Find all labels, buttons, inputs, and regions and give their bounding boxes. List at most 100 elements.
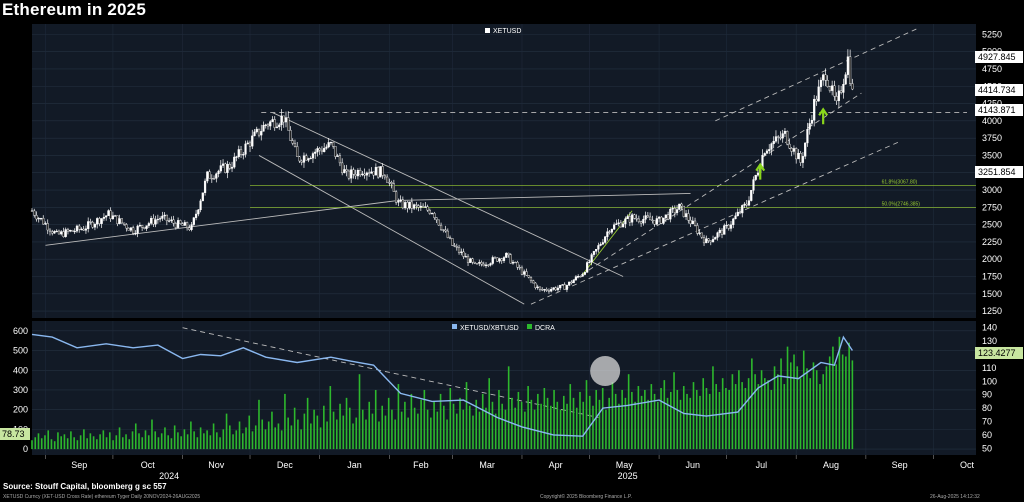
descending-channel-upper xyxy=(272,112,624,277)
candle-body xyxy=(82,228,85,231)
volume-bar xyxy=(747,378,750,450)
month-label: Oct xyxy=(960,460,975,470)
candle-body xyxy=(69,230,72,232)
volume-bar xyxy=(378,421,380,450)
candle-body xyxy=(147,223,150,226)
ratio-tick-label: 90 xyxy=(982,390,992,400)
candle-body xyxy=(327,142,330,148)
price-tick-label: 3750 xyxy=(982,133,1002,143)
volume-bar xyxy=(196,437,199,450)
volume-bar xyxy=(102,430,105,450)
volume-bar xyxy=(115,435,118,450)
volume-bar xyxy=(692,382,695,450)
volume-bar xyxy=(203,433,205,450)
volume-bar xyxy=(653,393,656,450)
volume-bar xyxy=(329,386,332,450)
volume-bar xyxy=(147,435,150,450)
candle-body xyxy=(291,140,294,144)
candle-body xyxy=(675,209,679,213)
candle-body xyxy=(123,222,126,225)
volume-bar xyxy=(494,413,497,450)
candle-body xyxy=(334,146,337,157)
candle-body xyxy=(752,179,755,191)
candle-body xyxy=(835,96,838,102)
volume-bar xyxy=(274,427,276,450)
candle-body xyxy=(642,219,645,224)
candle-body xyxy=(514,261,517,264)
candle-body xyxy=(608,231,611,233)
candle-body xyxy=(765,150,769,154)
candle-body xyxy=(114,215,117,217)
candle-body xyxy=(750,190,753,201)
candle-body xyxy=(711,239,715,243)
candle-body xyxy=(132,227,135,234)
candle-body xyxy=(646,215,649,218)
volume-bar xyxy=(284,393,286,450)
candle-body xyxy=(482,263,485,267)
candle-body xyxy=(725,224,728,227)
volume-bar xyxy=(57,432,59,450)
candle-body xyxy=(628,216,631,223)
volume-bar xyxy=(355,417,358,450)
candle-body xyxy=(516,261,519,268)
up-arrow-icon xyxy=(818,107,829,125)
candle-body xyxy=(736,211,739,217)
ratio-tick-label: 140 xyxy=(982,323,997,333)
candle-body xyxy=(125,224,128,229)
candle-body xyxy=(478,262,481,264)
candle-body xyxy=(804,142,807,157)
volume-bar xyxy=(290,425,293,450)
month-label: May xyxy=(616,460,634,470)
volume-bar xyxy=(261,419,264,450)
candle-body xyxy=(586,262,589,273)
volume-bar xyxy=(582,401,585,450)
candle-body xyxy=(262,125,265,132)
volume-bar xyxy=(361,409,364,450)
candle-body xyxy=(552,287,555,290)
candle-body xyxy=(206,171,209,182)
volume-tick-label: 200 xyxy=(13,405,28,415)
volume-bar xyxy=(251,431,254,450)
volume-bar xyxy=(118,427,121,450)
volume-bar xyxy=(689,397,692,450)
candle-body xyxy=(354,173,357,177)
candle-body xyxy=(165,214,168,222)
candle-body xyxy=(141,224,144,228)
volume-bar xyxy=(669,391,672,450)
candle-body xyxy=(176,220,180,228)
candle-body xyxy=(473,261,476,264)
price-tick-label: 1250 xyxy=(982,306,1002,316)
candle-body xyxy=(657,216,661,219)
candle-body xyxy=(105,215,108,218)
volume-bar xyxy=(634,401,636,450)
candle-body xyxy=(215,173,218,179)
volume-bar xyxy=(443,405,445,450)
up-arrow-icon xyxy=(755,162,766,180)
volume-bar xyxy=(524,411,526,450)
candle-body xyxy=(806,129,809,144)
candle-body xyxy=(39,217,43,220)
candle-body xyxy=(511,261,515,264)
volume-bar xyxy=(216,432,218,450)
volume-bar xyxy=(76,440,79,450)
candle-body xyxy=(379,166,382,178)
volume-bar xyxy=(92,436,95,450)
candle-body xyxy=(550,289,553,292)
volume-bar xyxy=(682,386,685,450)
last-price-badge xyxy=(975,104,1023,116)
volume-bar xyxy=(112,440,114,450)
candle-body xyxy=(190,224,193,230)
candle-body xyxy=(224,163,227,173)
candle-body xyxy=(120,218,124,224)
candle-body xyxy=(529,277,533,281)
volume-bar xyxy=(407,417,409,450)
volume-bar xyxy=(741,382,743,450)
candle-body xyxy=(644,215,647,220)
candle-body xyxy=(37,217,40,220)
volume-tick-label: 300 xyxy=(13,385,28,395)
volume-bar xyxy=(397,384,400,450)
candle-body xyxy=(93,224,97,228)
candle-body xyxy=(118,218,121,224)
candle-body xyxy=(538,286,542,290)
candle-body xyxy=(365,172,368,176)
